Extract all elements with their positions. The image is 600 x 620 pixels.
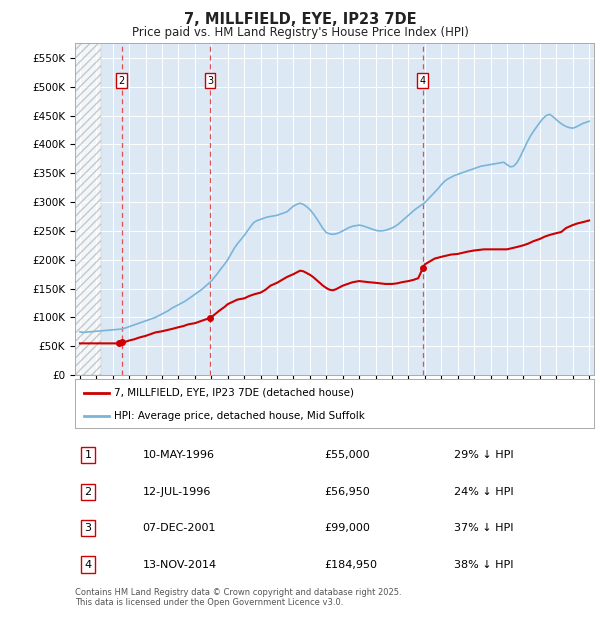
Text: 1: 1 [85,450,91,460]
Text: HPI: Average price, detached house, Mid Suffolk: HPI: Average price, detached house, Mid … [114,410,365,421]
Text: 7, MILLFIELD, EYE, IP23 7DE (detached house): 7, MILLFIELD, EYE, IP23 7DE (detached ho… [114,388,354,398]
Text: £56,950: £56,950 [324,487,370,497]
Text: 13-NOV-2014: 13-NOV-2014 [142,560,217,570]
Text: 3: 3 [207,76,213,86]
Text: 24% ↓ HPI: 24% ↓ HPI [454,487,514,497]
Text: 4: 4 [85,560,92,570]
Text: 2: 2 [119,76,125,86]
Text: 2: 2 [85,487,92,497]
Text: 37% ↓ HPI: 37% ↓ HPI [454,523,514,533]
Text: 10-MAY-1996: 10-MAY-1996 [142,450,214,460]
Text: 4: 4 [419,76,426,86]
Text: 7, MILLFIELD, EYE, IP23 7DE: 7, MILLFIELD, EYE, IP23 7DE [184,12,416,27]
Text: Contains HM Land Registry data © Crown copyright and database right 2025.
This d: Contains HM Land Registry data © Crown c… [75,588,401,607]
Text: 38% ↓ HPI: 38% ↓ HPI [454,560,514,570]
Text: 07-DEC-2001: 07-DEC-2001 [142,523,216,533]
Text: 29% ↓ HPI: 29% ↓ HPI [454,450,514,460]
Text: £184,950: £184,950 [324,560,377,570]
Bar [75,43,101,375]
Text: £99,000: £99,000 [324,523,370,533]
Text: Price paid vs. HM Land Registry's House Price Index (HPI): Price paid vs. HM Land Registry's House … [131,26,469,39]
Text: £55,000: £55,000 [324,450,370,460]
Text: 3: 3 [85,523,91,533]
Text: 12-JUL-1996: 12-JUL-1996 [142,487,211,497]
